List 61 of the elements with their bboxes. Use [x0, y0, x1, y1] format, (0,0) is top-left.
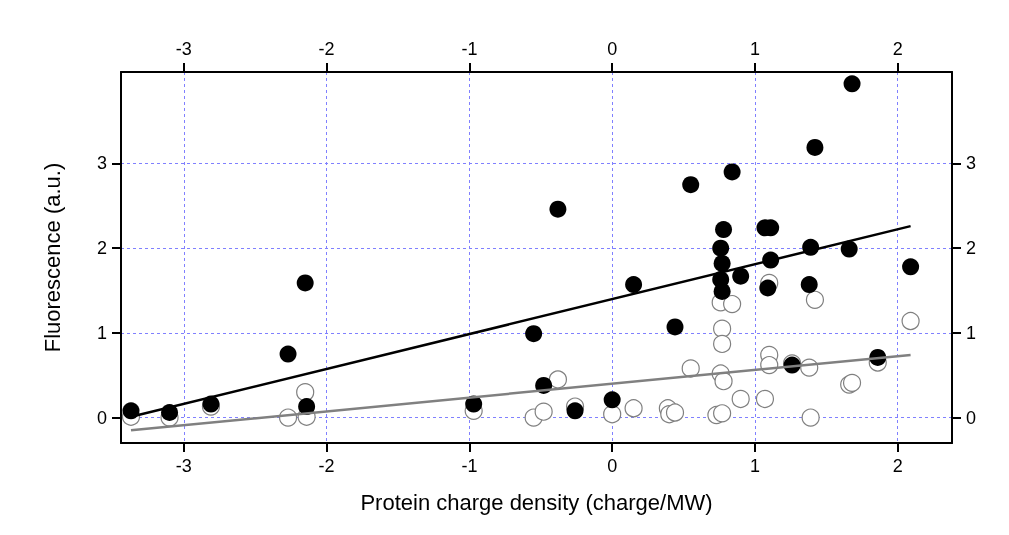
y-tick-label: 2: [96, 238, 107, 259]
point: [296, 274, 314, 292]
x-tick-label: 1: [749, 39, 760, 59]
x-tick-label: -3: [175, 39, 192, 59]
point: [759, 279, 777, 297]
x2-tick-label: -1: [461, 456, 478, 476]
point: [682, 176, 700, 194]
point: [755, 389, 775, 409]
y-tick-label: 0: [96, 407, 107, 428]
y2-tick-label: 2: [966, 238, 977, 259]
y2-tick-label: 0: [966, 407, 977, 428]
point: [566, 402, 584, 420]
point: [625, 276, 643, 294]
y2-tick-label: 1: [966, 322, 977, 343]
point: [713, 319, 732, 338]
x-tick-label: -1: [461, 39, 478, 59]
point: [122, 402, 140, 420]
y-axis-title: Fluorescence (a.u.): [39, 162, 65, 353]
y-tick-label: 1: [96, 322, 107, 343]
y2-tick-label: 3: [966, 153, 977, 174]
point: [713, 254, 731, 272]
point: [548, 370, 568, 389]
point: [666, 318, 684, 336]
point: [902, 258, 920, 276]
x-tick-label: 2: [892, 39, 903, 59]
x2-tick-label: 1: [749, 456, 760, 476]
point: [800, 276, 818, 294]
point: [665, 403, 685, 422]
x2-tick-label: -2: [318, 456, 335, 476]
point: [712, 239, 730, 257]
point: [714, 372, 733, 391]
point: [715, 221, 733, 239]
point: [713, 404, 732, 423]
x-tick-label: 0: [607, 39, 618, 59]
point: [624, 399, 643, 418]
point: [296, 383, 315, 402]
point: [732, 267, 750, 285]
point: [840, 240, 858, 258]
point: [603, 391, 621, 409]
point: [723, 163, 741, 181]
x-axis-title: Protein charge density (charge/MW): [360, 489, 713, 515]
x2-tick-label: 0: [607, 456, 618, 476]
x2-tick-label: -3: [175, 456, 192, 476]
point: [731, 389, 750, 409]
point: [534, 402, 553, 421]
point: [713, 282, 731, 300]
x2-tick-label: 2: [892, 456, 903, 476]
point: [279, 345, 297, 363]
point: [901, 311, 920, 331]
point: [603, 405, 622, 424]
point: [723, 294, 742, 314]
y-tick-label: 3: [96, 153, 107, 174]
point: [549, 200, 567, 218]
point: [681, 359, 700, 378]
point: [801, 408, 820, 427]
x-tick-label: -2: [318, 39, 335, 59]
point: [806, 138, 824, 156]
point: [805, 290, 825, 309]
point: [525, 325, 543, 343]
point: [713, 334, 732, 353]
point: [843, 75, 861, 93]
